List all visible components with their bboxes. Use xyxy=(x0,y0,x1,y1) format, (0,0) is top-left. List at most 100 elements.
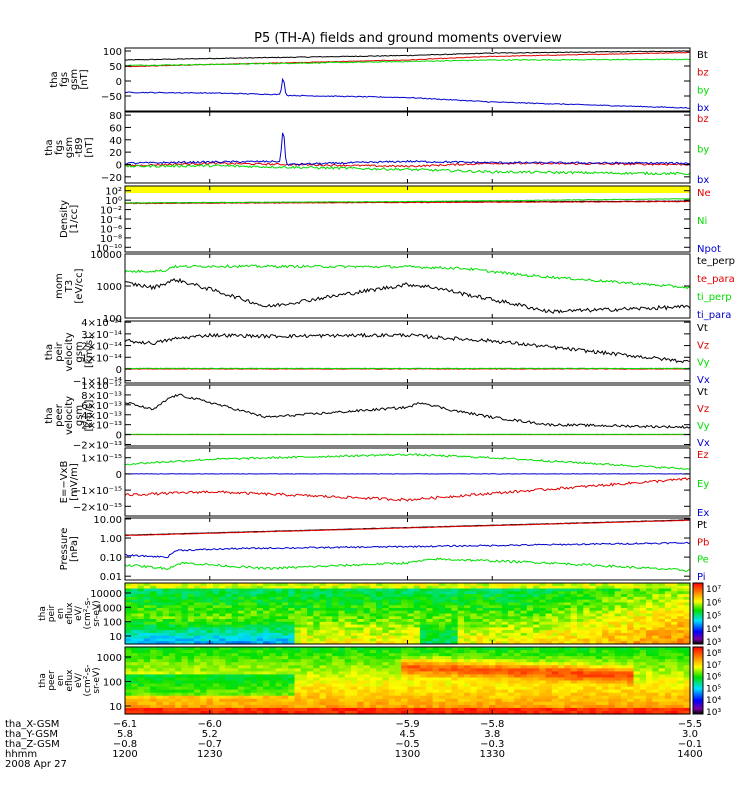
spectrogram-cell xyxy=(338,668,346,672)
spectrogram-cell xyxy=(194,619,201,623)
spectrogram-cell xyxy=(351,711,358,715)
spectrogram-cell xyxy=(181,605,189,609)
spectrogram-cell xyxy=(671,704,679,709)
spectrogram-cell xyxy=(426,656,434,660)
spectrogram-cell xyxy=(558,662,566,666)
spectrogram-cell xyxy=(677,583,685,587)
spectrogram-cell xyxy=(583,638,591,642)
spectrogram-cell xyxy=(570,647,578,651)
spectrogram-cell xyxy=(307,711,314,715)
spectrogram-cell xyxy=(501,680,509,685)
spectrogram-cell xyxy=(445,616,453,620)
spectrogram-cell xyxy=(438,621,446,626)
spectrogram-cell xyxy=(131,583,139,587)
series-line-green xyxy=(125,264,690,290)
spectrogram-cell xyxy=(671,599,679,603)
spectrogram-cell xyxy=(627,662,635,666)
spectrogram-cell xyxy=(445,588,453,592)
spectrogram-cell xyxy=(683,647,691,651)
spectrogram-cell xyxy=(219,591,227,595)
spectrogram-cell xyxy=(482,605,490,609)
spectrogram-cell xyxy=(627,585,635,590)
y-axis-label: fgs xyxy=(54,140,65,155)
spectrogram-cell xyxy=(583,596,591,601)
spectrogram-cell xyxy=(671,668,679,672)
spectrogram-cell xyxy=(143,610,151,615)
spectrogram-cell xyxy=(231,605,239,609)
spectrogram-cell xyxy=(589,656,597,660)
spectrogram-cell xyxy=(156,635,164,640)
spectrogram-cell xyxy=(351,665,358,669)
spectrogram-cell xyxy=(250,588,258,592)
spectrogram-cell xyxy=(501,599,509,603)
spectrogram-cell xyxy=(388,662,396,666)
spectrogram-cell xyxy=(445,594,453,598)
spectrogram-cell xyxy=(633,665,641,669)
spectrogram-cell xyxy=(432,695,440,700)
spectrogram-cell xyxy=(137,599,145,603)
spectrogram-cell xyxy=(664,665,672,669)
spectrogram-cell xyxy=(376,594,383,598)
spectrogram-cell xyxy=(194,596,201,601)
spectrogram-cell xyxy=(470,701,478,706)
spectrogram-cell xyxy=(652,662,660,666)
spectrogram-cell xyxy=(382,624,390,628)
spectrogram-cell xyxy=(608,689,616,694)
spectrogram-cell xyxy=(426,638,434,642)
spectrogram-cell xyxy=(564,627,572,631)
series-line-black xyxy=(125,277,690,314)
spectrogram-cell xyxy=(376,583,383,587)
spectrogram-cell xyxy=(526,635,534,640)
spectrogram-cell xyxy=(627,591,635,595)
spectrogram-cell xyxy=(131,665,139,669)
spectrogram-cell xyxy=(332,677,340,682)
spectrogram-cell xyxy=(313,619,321,623)
y-tick-label: 10000 xyxy=(90,589,122,600)
spectrogram-cell xyxy=(250,638,258,642)
spectrogram-cell xyxy=(281,591,289,595)
spectrogram-cell xyxy=(137,621,145,626)
series-line-green xyxy=(125,453,690,470)
spectrogram-cell xyxy=(564,665,572,669)
spectrogram-cell xyxy=(238,701,245,706)
spectrogram-cell xyxy=(526,695,534,700)
spectrogram-cell xyxy=(577,619,584,623)
spectrogram-cell xyxy=(319,695,327,700)
spectrogram-cell xyxy=(520,635,528,640)
spectrogram-cell xyxy=(401,594,409,598)
spectrogram-cell xyxy=(489,653,496,657)
spectrogram-cell xyxy=(577,704,584,709)
spectrogram-cell xyxy=(263,656,270,660)
spectrogram-cell xyxy=(162,591,170,595)
spectrogram-cell xyxy=(639,662,647,666)
spectrogram-cell xyxy=(558,621,566,626)
spectrogram-cell xyxy=(501,627,509,631)
spectrogram-cell xyxy=(181,689,189,694)
spectrogram-cell xyxy=(150,701,157,706)
spectrogram-cell xyxy=(438,686,446,691)
spectrogram-cell xyxy=(426,662,434,666)
spectrogram-cell xyxy=(577,585,584,590)
spectrogram-cell xyxy=(671,689,679,694)
spectrogram-cell xyxy=(627,594,635,598)
spectrogram-cell xyxy=(313,650,321,654)
spectrogram-cell xyxy=(344,594,352,598)
spectrogram-cell xyxy=(501,711,509,715)
spectrogram-cell xyxy=(620,650,628,654)
spectrogram-cell xyxy=(313,583,321,587)
spectrogram-cell xyxy=(683,621,691,626)
spectrogram-cell xyxy=(382,635,390,640)
spectrogram-cell xyxy=(376,641,383,645)
spectrogram-cell xyxy=(200,638,208,642)
spectrogram-cell xyxy=(194,610,201,615)
spectrogram-cell xyxy=(564,698,572,703)
spectrogram-cell xyxy=(332,662,340,666)
spectrogram-cell xyxy=(583,588,591,592)
spectrogram-cell xyxy=(325,711,333,715)
spectrogram-cell xyxy=(457,605,465,609)
spectrogram-cell xyxy=(175,632,183,637)
spectrogram-cell xyxy=(181,621,189,626)
spectrogram-cell xyxy=(608,610,616,615)
spectrogram-cell xyxy=(620,624,628,628)
spectrogram-cell xyxy=(313,616,321,620)
